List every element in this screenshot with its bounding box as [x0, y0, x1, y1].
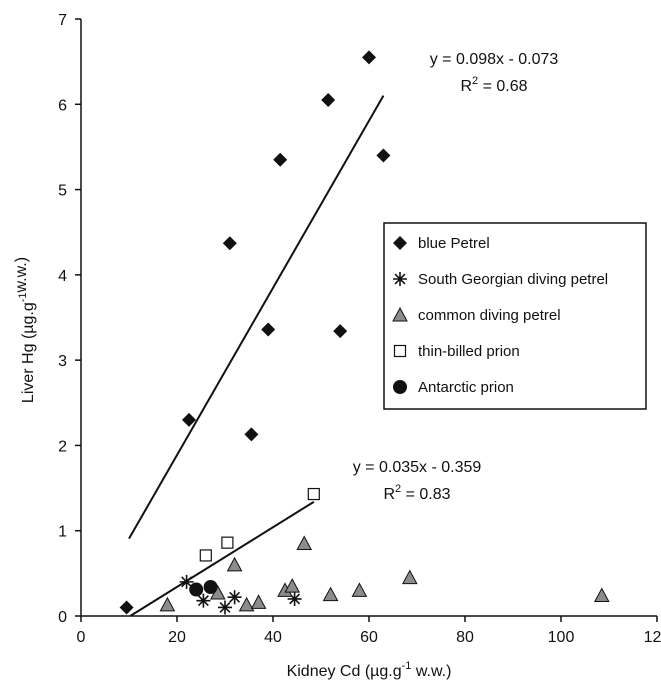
x-axis-label: Kidney Cd (µg.g-1 w.w.) — [287, 660, 452, 680]
legend-label-thin-billed-prion: thin-billed prion — [418, 343, 520, 360]
point-common-diving-petrel — [401, 569, 418, 585]
y-tick-label: 3 — [58, 353, 67, 370]
x-tick-label: 40 — [264, 629, 282, 646]
point-common-diving-petrel — [159, 596, 176, 612]
y-tick-label: 2 — [58, 438, 67, 455]
legend-marker-south-georgian-diving-petrel — [393, 272, 407, 286]
trendline-2-r2-sup: 2 — [395, 483, 401, 495]
trendline-2-r2: R2 = 0.83 — [383, 483, 450, 503]
x-axis-label-main: Kidney Cd (µg.g — [287, 663, 402, 680]
point-south-georgian-diving-petrel — [196, 593, 211, 608]
trendline-1-r2-prefix: R — [460, 78, 472, 95]
point-blue-petrel — [362, 50, 376, 65]
legend-marker-thin-billed-prion — [393, 344, 407, 358]
point-common-diving-petrel — [284, 578, 301, 593]
point-common-diving-petrel — [238, 596, 255, 612]
x-tick-label: 120 — [644, 629, 661, 646]
data-points — [119, 50, 610, 615]
point-south-georgian-diving-petrel — [287, 591, 302, 606]
trendline-1-r2: R2 = 0.68 — [460, 75, 527, 95]
point-south-georgian-diving-petrel — [179, 574, 194, 589]
x-tick-label: 0 — [77, 629, 86, 646]
point-thin-billed-prion — [307, 487, 320, 501]
point-south-georgian-diving-petrel — [218, 600, 232, 615]
point-common-diving-petrel — [226, 556, 243, 572]
y-tick-label: 5 — [58, 183, 67, 200]
axes: 0 20 40 60 80 100 120 0 1 2 3 4 5 6 7 — [58, 12, 661, 646]
y-tick-label: 1 — [58, 524, 67, 541]
trendline-2-r2-value: = 0.83 — [401, 486, 450, 503]
trendlines — [128, 95, 385, 617]
y-tick-label: 6 — [58, 97, 67, 114]
point-common-diving-petrel — [322, 586, 339, 602]
point-blue-petrel — [182, 412, 196, 427]
y-axis-label-sup: -1 — [17, 292, 29, 302]
point-antarctic-prion — [189, 582, 204, 597]
trendline-1-r2-value: = 0.68 — [478, 78, 527, 95]
trendline-2-r2-prefix: R — [383, 486, 395, 503]
legend: blue Petrel South Georgian diving petrel… — [383, 222, 647, 410]
point-blue-petrel — [321, 93, 336, 108]
point-common-diving-petrel — [593, 587, 610, 603]
trendline-2 — [129, 500, 315, 617]
x-tick-label: 60 — [360, 629, 378, 646]
x-tick-label: 100 — [548, 629, 575, 646]
point-blue-petrel — [261, 322, 276, 337]
trendline-2-equation: y = 0.035x - 0.359 — [353, 459, 482, 476]
point-thin-billed-prion — [221, 536, 234, 549]
legend-marker-blue-petrel — [393, 236, 407, 250]
point-blue-petrel — [273, 152, 288, 167]
y-axis-label-main: Liver Hg (µg.g — [20, 302, 37, 403]
x-axis-label-sup: -1 — [402, 660, 412, 672]
legend-box — [383, 222, 647, 410]
point-blue-petrel — [222, 236, 237, 251]
point-antarctic-prion — [203, 580, 218, 595]
point-common-diving-petrel — [250, 594, 267, 609]
legend-label-common-diving-petrel: common diving petrel — [418, 307, 561, 324]
trendline-1-equation: y = 0.098x - 0.073 — [430, 51, 559, 68]
y-axis-label: Liver Hg (µg.g-1w.w.) — [13, 257, 37, 403]
point-common-diving-petrel — [296, 535, 313, 551]
x-axis-label-tail: w.w.) — [411, 663, 451, 680]
legend-label-antarctic-prion: Antarctic prion — [418, 379, 514, 396]
point-blue-petrel — [119, 600, 134, 615]
trendline-1 — [128, 95, 385, 540]
point-blue-petrel — [244, 427, 259, 442]
point-blue-petrel — [333, 324, 348, 339]
x-tick-label: 20 — [168, 629, 186, 646]
legend-label-blue-petrel: blue Petrel — [418, 235, 490, 252]
legend-marker-antarctic-prion — [393, 380, 407, 394]
trendline-1-r2-sup: 2 — [472, 75, 478, 87]
x-tick-label: 80 — [456, 629, 474, 646]
point-south-georgian-diving-petrel — [227, 590, 242, 605]
legend-label-south-georgian-diving-petrel: South Georgian diving petrel — [418, 271, 608, 288]
y-tick-label: 0 — [58, 609, 67, 626]
y-tick-label: 7 — [58, 12, 67, 29]
point-blue-petrel — [376, 148, 391, 163]
y-tick-label: 4 — [58, 268, 67, 285]
legend-marker-common-diving-petrel — [392, 306, 408, 322]
point-common-diving-petrel — [351, 582, 368, 597]
point-thin-billed-prion — [199, 549, 212, 562]
legend-markers — [392, 236, 408, 394]
y-axis-label-tail: w.w.) — [13, 257, 30, 294]
